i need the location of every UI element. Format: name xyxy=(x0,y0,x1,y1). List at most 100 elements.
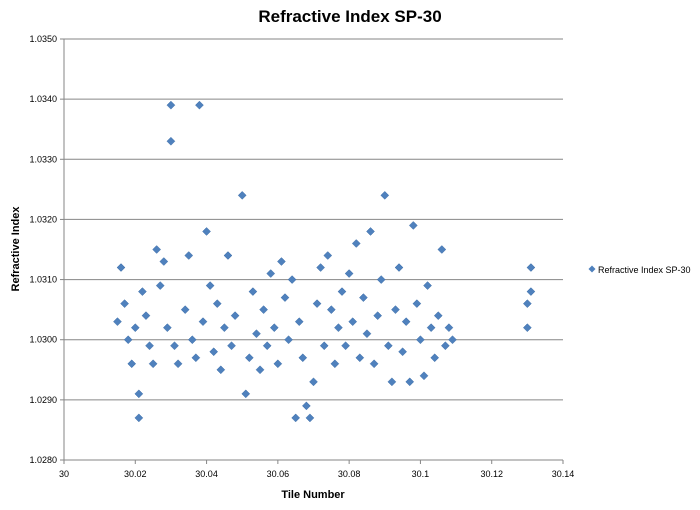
data-point xyxy=(166,136,176,146)
y-tick-label: 1.0350 xyxy=(29,34,57,44)
data-point xyxy=(359,293,368,302)
data-point xyxy=(362,329,372,339)
data-point xyxy=(134,413,144,423)
data-point xyxy=(444,323,454,333)
data-point xyxy=(266,269,276,278)
data-point xyxy=(526,287,536,296)
data-point xyxy=(155,281,165,290)
data-point xyxy=(319,341,329,351)
data-point xyxy=(180,305,190,314)
tick-labels: 1.0280 1.0290 1.0300 1.0310 1.0320 1.0330 1.03… xyxy=(29,34,574,479)
data-point xyxy=(209,347,219,357)
x-tick-label: 30.04 xyxy=(195,469,218,479)
data-point xyxy=(351,239,361,248)
data-point xyxy=(526,263,536,272)
data-point xyxy=(134,389,144,399)
y-tick-label: 1.0310 xyxy=(29,275,57,285)
data-point xyxy=(170,341,179,351)
y-axis-label: Refractive Index xyxy=(10,206,22,292)
data-point xyxy=(433,311,443,321)
y-tick-label: 1.0280 xyxy=(29,455,57,465)
data-point xyxy=(127,359,137,369)
data-point xyxy=(391,305,400,314)
data-point xyxy=(223,251,233,260)
data-point xyxy=(376,275,386,284)
x-tick-label: 30.06 xyxy=(267,469,290,479)
data-point xyxy=(302,401,311,411)
data-point xyxy=(334,323,343,333)
data-points xyxy=(113,100,536,423)
data-point xyxy=(273,359,283,369)
data-point xyxy=(259,305,268,314)
data-point xyxy=(380,191,390,200)
data-point xyxy=(269,323,279,333)
data-point xyxy=(262,341,272,351)
data-point xyxy=(244,353,254,363)
data-point xyxy=(291,413,301,423)
data-point xyxy=(369,359,379,369)
data-point xyxy=(195,100,204,110)
data-point xyxy=(398,347,407,357)
data-point xyxy=(408,221,418,230)
data-point xyxy=(373,311,383,321)
data-point xyxy=(441,341,450,351)
data-point xyxy=(220,323,229,333)
data-point xyxy=(141,311,151,321)
data-point xyxy=(430,353,440,363)
data-point xyxy=(312,299,322,308)
data-point xyxy=(448,335,457,345)
data-point xyxy=(330,359,340,369)
data-point xyxy=(344,269,354,278)
data-point xyxy=(412,299,422,308)
data-point xyxy=(383,341,393,351)
data-point xyxy=(248,287,258,296)
x-tick-label: 30.12 xyxy=(480,469,503,479)
data-point xyxy=(401,317,411,327)
data-point xyxy=(423,281,432,290)
data-point xyxy=(323,251,333,260)
y-tick-label: 1.0290 xyxy=(29,395,57,405)
data-point xyxy=(173,359,183,369)
data-point xyxy=(366,227,375,236)
legend-marker xyxy=(588,265,596,273)
data-point xyxy=(341,341,350,351)
data-point xyxy=(116,263,126,272)
data-point xyxy=(326,305,336,314)
data-point xyxy=(387,377,397,387)
data-point xyxy=(355,353,365,363)
y-tick-label: 1.0300 xyxy=(29,335,57,345)
y-tick-label: 1.0330 xyxy=(29,154,57,164)
data-point xyxy=(159,257,169,266)
data-point xyxy=(298,353,308,363)
data-point xyxy=(426,323,436,333)
data-point xyxy=(130,323,140,333)
data-point xyxy=(252,329,261,339)
x-tick-label: 30.1 xyxy=(412,469,430,479)
data-point xyxy=(123,335,133,345)
data-point xyxy=(280,293,290,302)
data-point xyxy=(152,245,162,254)
data-point xyxy=(163,323,172,333)
x-tick-label: 30.08 xyxy=(338,469,361,479)
y-tick-label: 1.0340 xyxy=(29,94,57,104)
legend-label: Refractive Index SP-30 xyxy=(598,265,691,275)
data-point xyxy=(187,335,197,345)
x-axis-label: Tile Number xyxy=(281,489,345,501)
data-point xyxy=(184,251,194,260)
data-point xyxy=(309,377,318,387)
data-point xyxy=(437,245,447,254)
data-point xyxy=(523,323,532,333)
data-point xyxy=(284,335,293,345)
chart-title: Refractive Index SP-30 xyxy=(258,7,441,26)
data-point xyxy=(419,371,429,381)
data-point xyxy=(212,299,222,308)
legend: Refractive Index SP-30 xyxy=(588,265,691,275)
x-tick-label: 30.14 xyxy=(552,469,575,479)
data-point xyxy=(523,299,532,308)
data-point xyxy=(148,359,158,369)
data-point xyxy=(316,263,325,272)
data-point xyxy=(145,341,154,351)
